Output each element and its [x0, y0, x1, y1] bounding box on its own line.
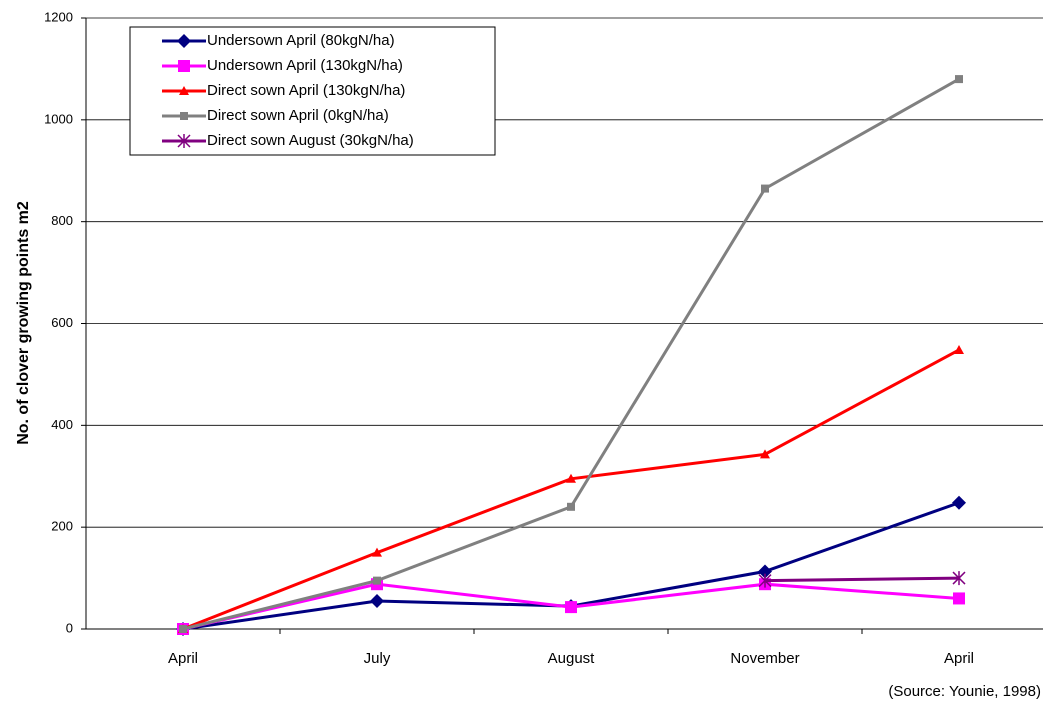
marker: [178, 60, 190, 72]
marker: [370, 593, 384, 608]
legend-label: Undersown April (130kgN/ha): [207, 57, 403, 74]
marker: [565, 601, 577, 614]
marker: [177, 34, 191, 48]
marker: [952, 495, 966, 510]
x-tick-label: April: [168, 650, 198, 667]
marker: [372, 547, 382, 557]
y-tick-label: 400: [51, 417, 73, 432]
y-tick-label: 1000: [44, 111, 73, 126]
y-tick-label: 0: [66, 620, 73, 635]
y-axis-label: No. of clover growing points m2: [15, 201, 32, 445]
legend: Undersown April (80kgN/ha) Undersown Apri…: [129, 26, 496, 156]
y-tick-label: 1200: [44, 9, 73, 24]
marker: [758, 564, 772, 579]
marker: [373, 576, 381, 585]
x-tick-label: April: [944, 650, 974, 667]
x-tick-label: November: [730, 650, 799, 667]
x-tick-label: July: [364, 650, 391, 667]
marker: [177, 134, 191, 148]
legend-label: Direct sown April (130kgN/ha): [207, 82, 405, 99]
series-line: [182, 77, 960, 631]
marker: [760, 449, 770, 459]
x-tick-label: August: [548, 650, 596, 667]
y-tick-label: 800: [51, 213, 73, 228]
marker: [179, 625, 187, 633]
legend-label: Direct sown April (0kgN/ha): [207, 107, 389, 124]
marker: [955, 75, 963, 84]
marker: [954, 344, 964, 354]
legend-label: Direct sown August (30kgN/ha): [207, 132, 414, 149]
marker: [180, 112, 188, 120]
series-line: [182, 348, 960, 631]
marker: [566, 473, 576, 483]
marker: [179, 86, 189, 95]
y-tick-label: 200: [51, 519, 73, 534]
marker: [567, 502, 575, 511]
legend-label: Undersown April (80kgN/ha): [207, 32, 395, 49]
y-tick-label: 600: [51, 315, 73, 330]
source-note: (Source: Younie, 1998): [888, 683, 1041, 700]
marker: [758, 573, 772, 588]
marker: [761, 184, 769, 193]
marker: [953, 592, 965, 605]
marker: [952, 571, 966, 586]
series-line: [764, 576, 960, 583]
